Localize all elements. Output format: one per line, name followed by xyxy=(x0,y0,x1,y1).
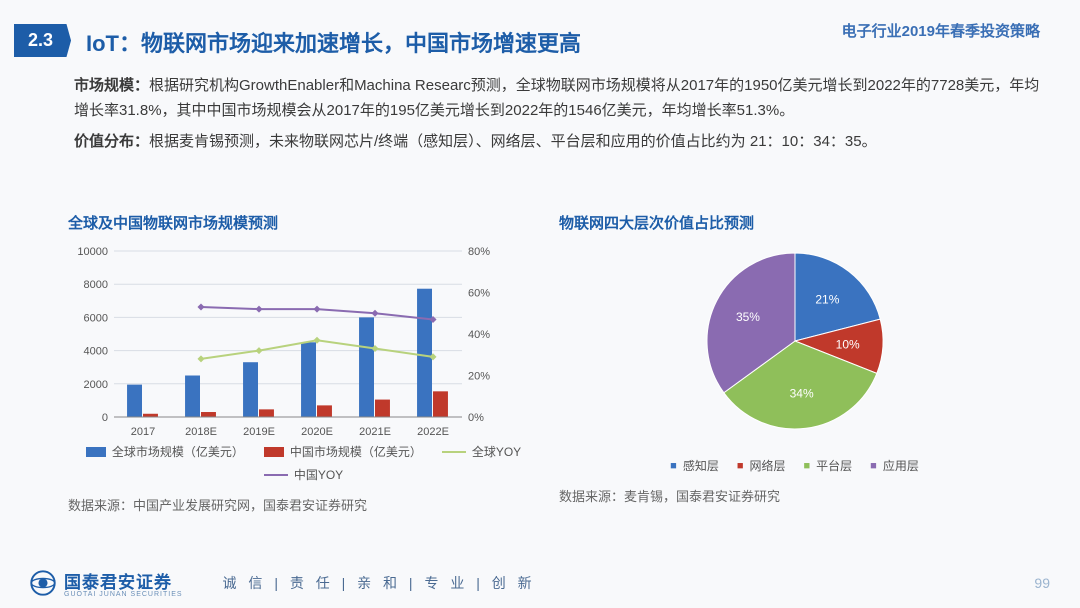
paragraph-market-size: 市场规模：根据研究机构GrowthEnabler和Machina Researc… xyxy=(74,74,1040,124)
brand-sub: GUOTAI JUNAN SECURITIES xyxy=(64,591,183,598)
legend-global-bar: 全球市场规模（亿美元） xyxy=(86,443,244,460)
svg-text:10000: 10000 xyxy=(77,246,108,258)
pie-chart-title: 物联网四大层次价值占比预测 xyxy=(559,212,1030,233)
svg-text:34%: 34% xyxy=(789,386,813,400)
combo-legend: 全球市场规模（亿美元） 中国市场规模（亿美元） 全球YOY 中国YOY xyxy=(68,443,539,483)
svg-text:2000: 2000 xyxy=(84,379,108,391)
doc-title: 电子行业2019年春季投资策略 xyxy=(842,20,1040,41)
pie-chart-panel: 物联网四大层次价值占比预测 21%10%34%35% ■感知层■网络层■平台层■… xyxy=(549,212,1040,514)
label-market-size: 市场规模： xyxy=(74,77,149,94)
svg-text:80%: 80% xyxy=(468,246,490,258)
svg-text:2018E: 2018E xyxy=(185,426,217,438)
combo-chart-source: 数据来源：中国产业发展研究网，国泰君安证券研究 xyxy=(68,495,539,514)
svg-text:2019E: 2019E xyxy=(243,426,275,438)
page-number: 99 xyxy=(1034,575,1050,591)
brand-name: 国泰君安证券 xyxy=(64,568,183,593)
brand-logo: 国泰君安证券 GUOTAI JUNAN SECURITIES xyxy=(30,568,183,598)
label-value-dist: 价值分布： xyxy=(74,133,149,150)
svg-text:40%: 40% xyxy=(468,329,490,341)
charts-row: 全球及中国物联网市场规模预测 0 2000 4000 6000 8000 10000 0% 2… xyxy=(58,212,1040,514)
text-value-dist: 根据麦肯锡预测，未来物联网芯片/终端（感知层）、网络层、平台层和应用的价值占比约… xyxy=(149,133,877,150)
svg-text:4000: 4000 xyxy=(84,346,108,358)
pie-legend-item: ■网络层 xyxy=(737,457,786,474)
pie-legend-item: ■应用层 xyxy=(870,457,919,474)
combo-chart-area: 0 2000 4000 6000 8000 10000 0% 20% 40% 60% 80% 2017… xyxy=(68,241,539,441)
legend-china-yoy: 中国YOY xyxy=(264,466,343,483)
svg-text:21%: 21% xyxy=(815,292,839,306)
logo-icon xyxy=(30,570,56,596)
combo-chart-panel: 全球及中国物联网市场规模预测 0 2000 4000 6000 8000 10000 0% 2… xyxy=(58,212,549,514)
pie-legend: ■感知层 ■网络层 ■平台层 ■应用层 xyxy=(559,457,1030,474)
paragraph-value-dist: 价值分布：根据麦肯锡预测，未来物联网芯片/终端（感知层）、网络层、平台层和应用的… xyxy=(74,130,1040,155)
footer-tagline: 诚 信 | 责 任 | 亲 和 | 专 业 | 创 新 xyxy=(223,573,536,593)
svg-text:0%: 0% xyxy=(468,412,484,424)
svg-text:2021E: 2021E xyxy=(359,426,391,438)
legend-global-yoy: 全球YOY xyxy=(442,443,521,460)
svg-text:10%: 10% xyxy=(835,337,859,351)
section-number-tag: 2.3 xyxy=(14,24,71,57)
page-title: IoT：物联网市场迎来加速增长，中国市场增速更高 xyxy=(86,26,581,58)
svg-text:35%: 35% xyxy=(735,310,759,324)
pie-chart-source: 数据来源：麦肯锡，国泰君安证券研究 xyxy=(559,486,1030,505)
pie-legend-item: ■平台层 xyxy=(804,457,853,474)
svg-text:6000: 6000 xyxy=(84,312,108,324)
svg-text:2020E: 2020E xyxy=(301,426,333,438)
legend-china-bar: 中国市场规模（亿美元） xyxy=(264,443,422,460)
combo-chart-title: 全球及中国物联网市场规模预测 xyxy=(68,212,539,233)
pie-legend-item: ■感知层 xyxy=(670,457,719,474)
text-market-size: 根据研究机构GrowthEnabler和Machina Researc预测，全球… xyxy=(74,77,1039,119)
combo-chart-svg: 0 2000 4000 6000 8000 10000 0% 20% 40% 60% 80% 2017… xyxy=(68,241,508,441)
svg-text:0: 0 xyxy=(102,412,108,424)
svg-text:8000: 8000 xyxy=(84,279,108,291)
body-text: 市场规模：根据研究机构GrowthEnabler和Machina Researc… xyxy=(74,74,1040,160)
svg-text:2022E: 2022E xyxy=(417,426,449,438)
footer: 国泰君安证券 GUOTAI JUNAN SECURITIES 诚 信 | 责 任… xyxy=(30,568,1050,598)
pie-chart-area: 21% 10% 34% 35% xyxy=(559,241,1030,441)
svg-text:20%: 20% xyxy=(468,371,490,383)
pie-chart-svg: 21% 10% 34% 35% xyxy=(695,241,895,441)
svg-text:2017: 2017 xyxy=(131,426,155,438)
svg-text:60%: 60% xyxy=(468,288,490,300)
